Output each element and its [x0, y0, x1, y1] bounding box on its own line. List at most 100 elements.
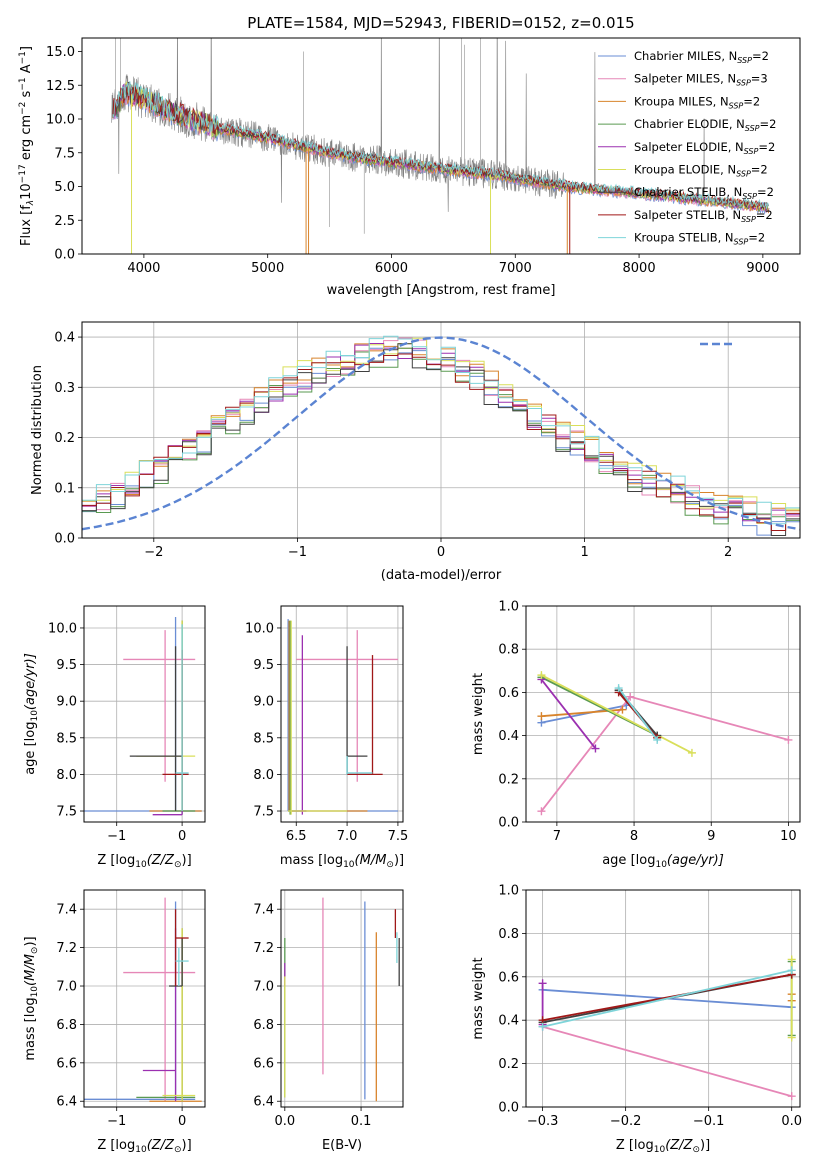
y-axis-label: mass weight: [471, 673, 486, 755]
y-tick-label: 0.1: [54, 481, 75, 496]
mass-weight-vs-metallicity-panel: −0.3 −0.2 −0.1 0.0 0.0 0.2 0.4 0.6 0.8 1.0 Z [log1…: [471, 884, 802, 1156]
age-vs-mass-panel: 6.5 7.0 7.5 7.5 8.0 8.5 9.0 9.5 10.0 mass [log10(…: [245, 605, 409, 870]
x-tick-label: 10: [780, 829, 797, 844]
series-marker-5-1: [787, 955, 796, 964]
y-tick-label: 0.6: [498, 686, 519, 701]
legend-entry-6: Chabrier STELIB, NSSP=2: [634, 185, 774, 201]
x-tick-label: 6000: [375, 261, 408, 276]
x-tick-label: −0.1: [693, 1114, 725, 1129]
y-tick-label: 8.0: [56, 768, 77, 783]
x-axis-label: Z [log10(Z/Z⊙)]: [97, 853, 191, 870]
legend-entry-4: Salpeter ELODIE, NSSP=2: [634, 140, 775, 156]
series-line-8: [542, 969, 792, 1028]
y-tick-label: 0.4: [498, 729, 519, 744]
x-axis-label: age [log10(age/yr)]: [602, 853, 724, 870]
x-tick-label: −1: [288, 545, 307, 560]
y-tick-label: 0.4: [498, 1014, 519, 1029]
x-tick-label: −1: [107, 1114, 126, 1129]
x-axis-label: Z [log10(Z/Z⊙)]: [97, 1138, 191, 1155]
x-tick-label: 0: [437, 545, 445, 560]
axes-frame: [83, 889, 206, 1108]
y-tick-label: 0.8: [498, 927, 519, 942]
x-tick-label: 7.0: [337, 829, 358, 844]
y-tick-label: 0.0: [54, 532, 75, 547]
series-marker-5-1: [687, 748, 696, 757]
x-tick-label: 9: [707, 829, 715, 844]
model-spectrum-8: [112, 81, 770, 209]
y-tick-label: 6.4: [253, 1095, 274, 1110]
series-marker-8-0: [614, 684, 623, 693]
y-tick-label: 0.0: [498, 1101, 519, 1116]
series-line-1: [542, 1025, 792, 1098]
x-tick-label: 4000: [127, 261, 160, 276]
y-tick-label: 0.2: [498, 1057, 519, 1072]
legend-entry-5: Kroupa ELODIE, NSSP=2: [634, 163, 768, 179]
grid-lines: [281, 890, 403, 1107]
y-tick-label: 12.5: [46, 79, 75, 94]
plot-area: [284, 897, 400, 1102]
series-marker-4-0: [538, 979, 547, 988]
y-tick-label: 10.0: [48, 621, 77, 636]
legend-entry-3: Chabrier ELODIE, NSSP=2: [634, 117, 776, 133]
y-tick-label: 7.5: [56, 805, 77, 820]
y-axis-label: Normed distribution: [30, 365, 45, 495]
spectrum-panel: 4000 5000 6000 7000 8000 9000 0.0 2.5 5.0 7.5 10.0…: [18, 37, 801, 298]
y-tick-label: 1.0: [498, 884, 519, 899]
x-tick-label: −1: [107, 829, 126, 844]
x-axis-label: mass [log10(M/M⊙)]: [280, 853, 404, 870]
x-tick-label: 1: [580, 545, 588, 560]
model-spectrum-6: [112, 81, 769, 211]
mass-vs-extinction-panel: 0.0 0.1 6.4 6.6 6.8 7.0 7.2 7.4 E(B-V): [253, 889, 404, 1153]
y-tick-label: 10.0: [46, 113, 75, 128]
x-axis-label: (data-model)/error: [381, 568, 502, 583]
plot-area: [84, 616, 202, 816]
histogram-step-3: [82, 347, 800, 525]
x-tick-label: 0: [178, 829, 186, 844]
y-tick-label: 6.8: [253, 1018, 274, 1033]
y-tick-label: 0.3: [54, 381, 75, 396]
series-marker-8-1: [787, 966, 796, 975]
x-tick-label: 0.0: [274, 1114, 295, 1129]
series-marker-8-1: [653, 735, 662, 744]
mass-weight-vs-age-panel: 7 8 9 10 0.0 0.2 0.4 0.6 0.8 1.0 age [log10(age/yr…: [471, 600, 801, 870]
series-marker-2-0: [537, 712, 546, 721]
x-tick-label: 5000: [251, 261, 284, 276]
y-tick-label: 7.4: [253, 903, 274, 918]
legend-entry-0: Chabrier MILES, NSSP=2: [634, 49, 769, 65]
figure-title: PLATE=1584, MJD=52943, FIBERID=0152, z=0…: [247, 14, 634, 32]
x-tick-label: 7000: [499, 261, 532, 276]
plot-area: [537, 671, 793, 816]
y-tick-label: 9.0: [56, 695, 77, 710]
y-tick-label: 0.8: [498, 643, 519, 658]
plot-area: [287, 619, 398, 815]
series-marker-8-0: [538, 1022, 547, 1031]
series-marker-2-1: [618, 705, 627, 714]
legend-entry-7: Salpeter STELIB, NSSP=2: [634, 208, 773, 224]
series-marker-1-0: [537, 807, 546, 816]
x-tick-label: −0.2: [610, 1114, 642, 1129]
x-tick-label: −0.3: [527, 1114, 559, 1129]
y-tick-label: 0.0: [498, 816, 519, 831]
y-tick-label: 9.5: [253, 658, 274, 673]
axes-frame: [81, 37, 801, 255]
histogram-step-8: [82, 335, 800, 525]
y-axis-label: mass weight: [471, 957, 486, 1039]
axes-frame: [280, 605, 404, 823]
y-tick-label: 5.0: [54, 180, 75, 195]
y-tick-label: 0.0: [54, 248, 75, 263]
x-tick-label: 7.5: [388, 829, 409, 844]
y-tick-label: 7.5: [54, 146, 75, 161]
y-axis-label: mass [log10(M/M⊙)]: [23, 936, 40, 1060]
x-tick-label: 8000: [623, 261, 656, 276]
y-tick-label: 0.6: [498, 970, 519, 985]
residual-histogram-panel: −2 −1 0 1 2 0.0 0.1 0.2 0.3 0.4 (data-model)/error…: [30, 321, 801, 583]
model-spectrum-7: [112, 82, 770, 210]
series-marker-4-1: [591, 744, 600, 753]
series-marker-5-0: [787, 1033, 796, 1042]
x-tick-label: 7: [553, 829, 561, 844]
y-tick-label: 7.0: [253, 980, 274, 995]
axes-frame: [525, 605, 801, 823]
grid-lines: [84, 606, 205, 822]
x-tick-label: 0.0: [781, 1114, 802, 1129]
mass-vs-metallicity-panel: −1 0 6.4 6.6 6.8 7.0 7.2 7.4 Z [log10(Z/Z⊙)] mass…: [23, 889, 206, 1155]
